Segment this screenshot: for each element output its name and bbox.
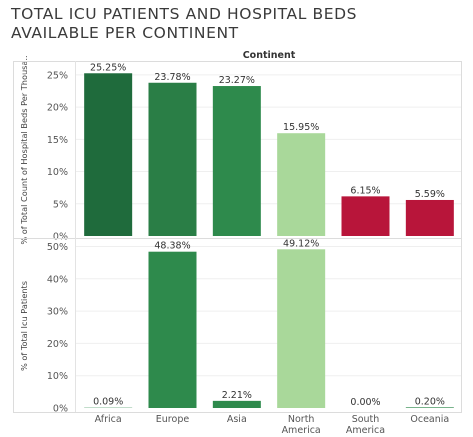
icu-data-label: 2.21% [222, 390, 252, 401]
icu-bar [277, 249, 326, 408]
beds-y-tick-label: 5% [53, 199, 68, 210]
beds-data-label: 15.95% [283, 122, 319, 133]
x-tick-label: North America [282, 414, 321, 436]
beds-data-label: 23.78% [154, 72, 190, 83]
icu-y-tick-label: 30% [47, 307, 68, 318]
icu-y-tick-label: 40% [47, 274, 68, 285]
icu-bar [148, 251, 197, 408]
beds-data-label: 5.59% [415, 189, 445, 200]
beds-y-tick-label: 20% [47, 103, 68, 114]
x-tick-label: Europe [156, 414, 190, 425]
icu-data-label: 48.38% [154, 241, 190, 252]
icu-data-label: 0.00% [350, 397, 380, 408]
icu-y-tick-label: 20% [47, 339, 68, 350]
beds-y-tick-label: 15% [47, 135, 68, 146]
beds-y-tick-label: 10% [47, 167, 68, 178]
beds-bar [148, 82, 197, 236]
panel-icu-patients: % of Total Icu Patients 0% 10% 20% 30% 40% 50%… [19, 238, 462, 415]
chart-frame [13, 61, 462, 413]
chart-title: TOTAL ICU PATIENTS AND HOSPITAL BEDS AVA… [11, 5, 358, 42]
beds-data-label: 23.27% [219, 75, 255, 86]
icu-data-label: 0.09% [93, 397, 123, 408]
beds-y-tick-label: 0% [53, 232, 68, 243]
x-tick-label: Asia [227, 414, 247, 425]
x-tick-label: Africa [95, 414, 122, 425]
icu-data-label: 0.20% [415, 396, 445, 407]
beds-data-label: 25.25% [90, 62, 126, 73]
icu-data-label: 49.12% [283, 238, 319, 249]
beds-bar [212, 86, 261, 236]
beds-bar [84, 73, 133, 237]
beds-y-axis-label: % of Total Count of Hospital Beds Per Th… [19, 55, 29, 244]
column-header: Continent [243, 50, 296, 61]
beds-bar [405, 199, 454, 236]
beds-data-label: 6.15% [350, 185, 380, 196]
icu-y-axis-label: % of Total Icu Patients [19, 281, 29, 371]
x-tick-label: South America [346, 414, 385, 436]
icu-bar [212, 400, 261, 408]
beds-bar [277, 133, 326, 236]
icu-bar [405, 407, 454, 408]
icu-y-tick-label: 10% [47, 371, 68, 382]
icu-y-tick-label: 0% [53, 404, 68, 415]
beds-y-tick-label: 25% [47, 70, 68, 81]
panel-hospital-beds: % of Total Count of Hospital Beds Per Th… [19, 55, 462, 245]
beds-bar [341, 196, 390, 236]
x-tick-label: Oceania [410, 414, 449, 425]
icu-y-tick-label: 50% [47, 242, 68, 253]
